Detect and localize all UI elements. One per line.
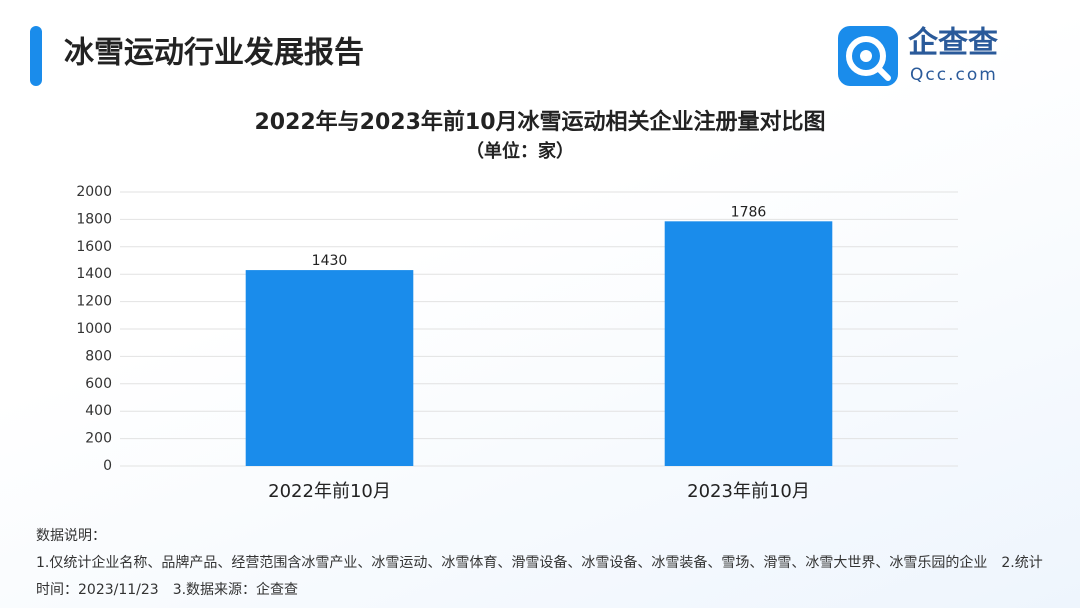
y-tick-label: 2000 [76, 184, 112, 200]
chart-title: 2022年与2023年前10月冰雪运动相关企业注册量对比图 [254, 109, 825, 135]
logo-name: 企查查 [908, 26, 998, 61]
x-tick-label: 2023年前10月 [687, 481, 810, 502]
value-label: 1786 [731, 204, 767, 220]
accent-bar [30, 26, 42, 86]
x-tick-label: 2022年前10月 [268, 481, 391, 502]
y-tick-label: 1600 [76, 239, 112, 255]
bar [664, 221, 833, 466]
y-tick-label: 1000 [76, 321, 112, 337]
y-tick-label: 200 [85, 431, 112, 447]
y-tick-label: 400 [85, 403, 112, 419]
y-tick-label: 800 [85, 348, 112, 364]
notes-text: 1.仅统计企业名称、品牌产品、经营范围含冰雪产业、冰雪运动、冰雪体育、滑雪设备、… [36, 555, 1043, 598]
value-label: 1430 [312, 253, 348, 269]
report-title: 冰雪运动行业发展报告 [64, 36, 364, 71]
notes-heading: 数据说明： [36, 528, 106, 544]
y-tick-label: 1200 [76, 294, 112, 310]
logo-domain: Qcc.com [910, 65, 998, 85]
bar [245, 270, 414, 466]
chart-subtitle: （单位：家） [466, 140, 574, 162]
y-tick-label: 1800 [76, 211, 112, 227]
y-tick-label: 1400 [76, 266, 112, 282]
y-tick-label: 0 [103, 458, 112, 474]
logo [838, 26, 898, 86]
y-tick-label: 600 [85, 376, 112, 392]
